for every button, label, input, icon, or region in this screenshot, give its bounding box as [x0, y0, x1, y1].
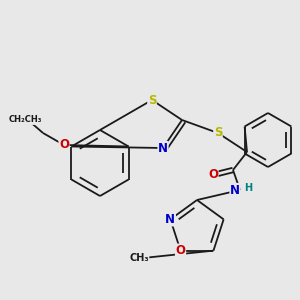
Text: S: S	[148, 94, 156, 106]
Text: O: O	[59, 139, 69, 152]
Text: CH₂CH₃: CH₂CH₃	[8, 116, 42, 124]
Text: H: H	[244, 183, 252, 193]
Text: O: O	[208, 169, 218, 182]
Text: N: N	[158, 142, 168, 154]
Text: O: O	[176, 244, 185, 257]
Text: N: N	[165, 213, 176, 226]
Text: N: N	[230, 184, 240, 196]
Text: CH₃: CH₃	[129, 253, 149, 263]
Text: S: S	[214, 127, 222, 140]
